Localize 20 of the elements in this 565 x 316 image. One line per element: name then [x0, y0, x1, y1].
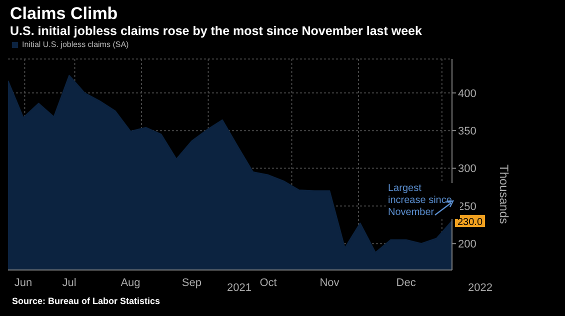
text: 2022 — [468, 282, 492, 294]
x-tick-label: Dec — [396, 276, 416, 289]
chart-title: Claims Climb — [10, 4, 118, 24]
text: 2021 — [227, 282, 252, 294]
y-tick-label: 300 — [458, 163, 476, 176]
x-tick-label: Oct — [260, 276, 277, 289]
x-tick-label: Sep — [182, 276, 202, 289]
chart-subtitle: U.S. initial jobless claims rose by the most since November last week — [10, 24, 422, 38]
x-tick-label: Jul — [62, 276, 76, 289]
y-tick-label: 200 — [458, 238, 476, 251]
legend-label: Initial U.S. jobless claims (SA) — [22, 40, 129, 49]
x-tick-label: Nov — [320, 276, 340, 289]
y-axis-title: Thousands — [496, 164, 511, 224]
y-tick-label: 350 — [458, 125, 476, 138]
annotation: Largest increase since November — [388, 183, 452, 218]
x-tick-label: Aug — [120, 276, 140, 289]
y-tick-label: 400 — [458, 88, 476, 100]
x-tick-label: Jun — [14, 276, 32, 289]
data-label: 230.0 — [457, 217, 483, 228]
source-note: Source: Bureau of Labor Statistics — [12, 296, 160, 306]
